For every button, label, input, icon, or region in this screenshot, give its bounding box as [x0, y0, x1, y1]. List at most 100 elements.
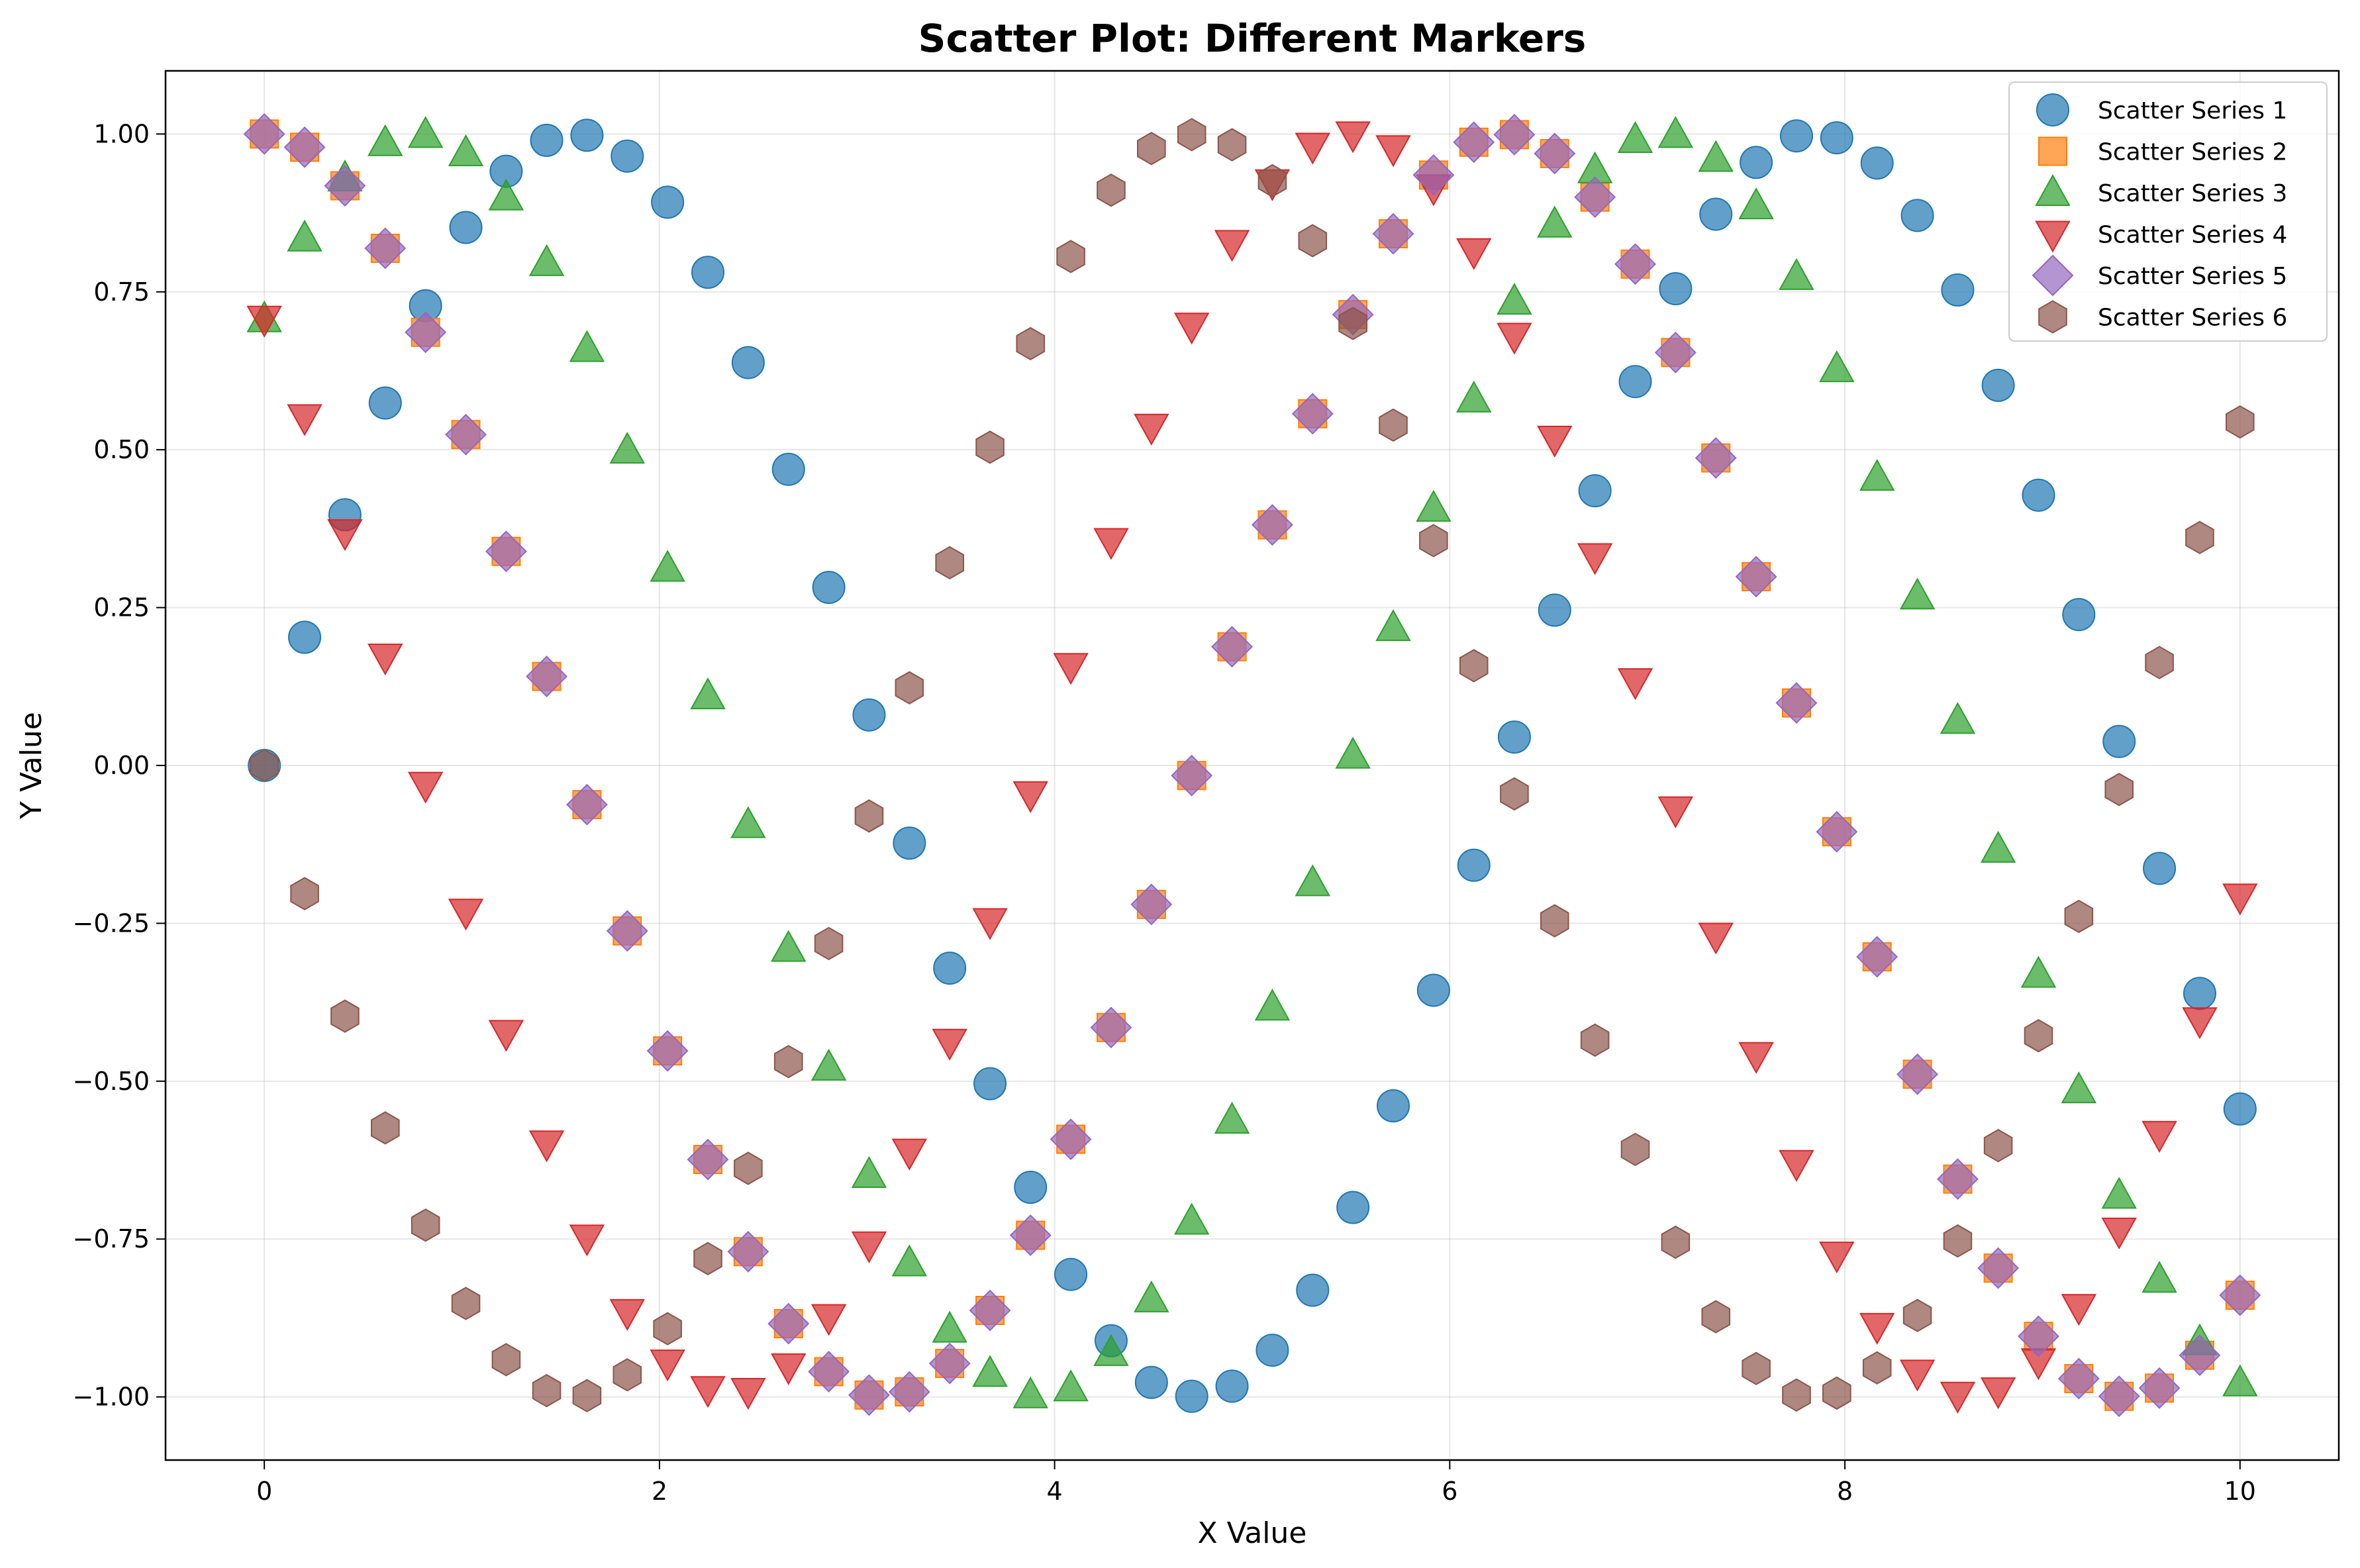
- series-5-point: [1977, 1247, 2020, 1289]
- series-1-point: [852, 698, 886, 732]
- series-4-point: [1779, 1150, 1814, 1182]
- series-1-point: [530, 123, 564, 157]
- series-5-point: [2138, 1367, 2181, 1409]
- series-6-point: [1298, 224, 1328, 258]
- series-1-point: [2022, 478, 2055, 512]
- series-6-point: [975, 430, 1005, 464]
- series-4-point: [891, 1138, 928, 1171]
- series-3-point: [2061, 1071, 2097, 1104]
- x-tick-label: 6: [1442, 1477, 1457, 1506]
- legend-item: Scatter Series 1: [2036, 93, 2287, 126]
- series-4-point: [2222, 883, 2258, 916]
- series-6-point: [1056, 240, 1085, 273]
- series-6-point: [1943, 1224, 1973, 1258]
- series-6-point: [1822, 1376, 1851, 1410]
- series-6-point: [1983, 1128, 2013, 1163]
- series-3-point: [1859, 459, 1895, 491]
- legend-box: [2008, 81, 2328, 342]
- series-1-point: [1134, 1365, 1168, 1399]
- series-4-point: [1012, 781, 1048, 813]
- series-5-point: [2098, 1375, 2140, 1418]
- series-1-point: [1175, 1379, 1208, 1413]
- series-4-point: [327, 519, 363, 552]
- series-6-point: [1177, 118, 1206, 152]
- series-6-point: [814, 926, 844, 961]
- series-6-point: [1862, 1351, 1892, 1385]
- series-1-point: [2183, 977, 2216, 1010]
- series-5-point: [1775, 682, 1818, 724]
- series-1-point: [933, 952, 967, 985]
- series-3-point: [1375, 609, 1411, 642]
- series-1-point: [1457, 848, 1491, 882]
- series-5-point: [1171, 754, 1213, 797]
- series-5-point: [1493, 113, 1536, 156]
- series-1-point: [570, 119, 604, 152]
- series-5-point: [1534, 132, 1576, 175]
- series-3-point: [2141, 1261, 2177, 1293]
- series-1-point: [1618, 365, 1652, 399]
- series-3-point: [2222, 1364, 2258, 1396]
- series-3-point: [569, 330, 605, 362]
- series-3-point: [1779, 258, 1814, 290]
- series-4-point: [1738, 1042, 1774, 1074]
- series-5-point: [1937, 1158, 1979, 1200]
- series-6-point: [572, 1379, 602, 1412]
- series-5-point: [1654, 331, 1696, 373]
- series-3-point: [1012, 1376, 1048, 1408]
- series-3-point: [1174, 1202, 1210, 1235]
- series-6-point: [1500, 777, 1529, 811]
- series-6-point: [1419, 524, 1448, 558]
- series-5-point: [1372, 213, 1414, 255]
- series-4-point: [1698, 922, 1734, 955]
- series-6-point: [532, 1373, 562, 1408]
- series-4-point: [2182, 1007, 2218, 1040]
- series-5-point: [2219, 1274, 2261, 1316]
- series-5-point: [2018, 1315, 2059, 1357]
- series-1-point: [1497, 720, 1531, 754]
- series-4-point: [1657, 796, 1694, 828]
- series-3-point: [730, 806, 766, 838]
- series-5-points: [243, 113, 2261, 1418]
- series-1-point: [771, 452, 805, 486]
- series-4-point: [1053, 653, 1089, 685]
- series-6-point: [1217, 128, 1247, 162]
- series-5-point: [1453, 121, 1495, 164]
- series-4-point: [246, 305, 282, 338]
- series-3-point: [1657, 116, 1694, 148]
- series-1-point: [731, 346, 765, 379]
- legend-item: Scatter Series 5: [2032, 254, 2287, 297]
- series-5-point: [687, 1138, 729, 1181]
- series-6-point: [895, 671, 924, 705]
- x-axis-ticks: 0 2 4 6 8 10: [256, 1460, 2256, 1506]
- series-5-point: [243, 113, 285, 155]
- series-4-point: [1819, 1242, 1855, 1274]
- series-4-point: [1214, 230, 1250, 262]
- series-5-point: [1050, 1118, 1092, 1160]
- legend-marker-square: [2038, 136, 2067, 166]
- series-3-point: [488, 178, 524, 211]
- series-4-point: [368, 643, 403, 676]
- series-1-point: [2062, 598, 2096, 632]
- series-4-point: [650, 1349, 685, 1382]
- series-5-point: [364, 227, 407, 270]
- series-5-point: [2057, 1357, 2100, 1400]
- series-1-point: [368, 386, 402, 420]
- series-6-point: [1097, 173, 1126, 207]
- series-3-point: [2101, 1177, 2137, 1209]
- series-6-point: [290, 877, 319, 910]
- x-tick-label: 2: [652, 1477, 667, 1506]
- legend-label: Scatter Series 2: [2098, 139, 2287, 166]
- series-4-point: [2061, 1294, 2097, 1326]
- series-5-point: [969, 1289, 1011, 1332]
- series-1-point: [1740, 146, 1773, 179]
- legend-marker-diamond: [2032, 254, 2074, 297]
- legend: Scatter Series 1 Scatter Series 2 Scatter …: [2008, 81, 2328, 342]
- y-tick-label: −0.50: [73, 1067, 150, 1096]
- series-1-point: [1255, 1334, 1289, 1367]
- series-5-point: [485, 530, 527, 573]
- series-4-point: [1335, 121, 1371, 154]
- series-4-point: [771, 1353, 807, 1385]
- series-3-point: [1738, 187, 1774, 220]
- series-3-point: [1980, 830, 2016, 863]
